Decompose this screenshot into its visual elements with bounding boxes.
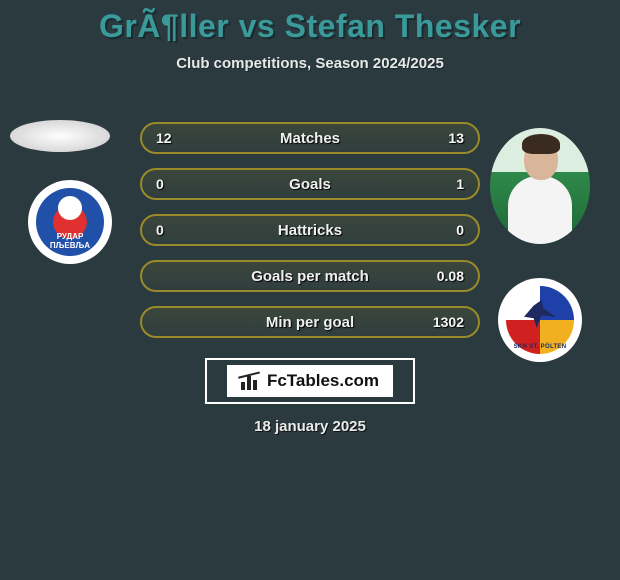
stat-label: Goals <box>142 176 478 193</box>
stat-row: Min per goal 1302 <box>140 306 480 338</box>
stat-label: Min per goal <box>142 314 478 331</box>
stat-label: Goals per match <box>142 268 478 285</box>
footer-date: 18 january 2025 <box>0 418 620 435</box>
barchart-icon <box>241 372 261 390</box>
club-left-label-bottom: ПЉЕВЉА <box>50 241 90 250</box>
stat-label: Hattricks <box>142 222 478 239</box>
club-right-label: SKN ST. PÖLTEN <box>506 344 574 350</box>
stat-row: 12 Matches 13 <box>140 122 480 154</box>
player-right-avatar <box>490 128 590 244</box>
club-left-badge: РУДАР ПЉЕВЉА <box>28 180 112 264</box>
fctables-label: FcTables.com <box>267 371 379 391</box>
stats-list: 12 Matches 13 0 Goals 1 0 Hattricks 0 Go… <box>140 122 480 352</box>
stat-row: 0 Hattricks 0 <box>140 214 480 246</box>
club-right-badge: SKN ST. PÖLTEN <box>498 278 582 362</box>
stat-row: Goals per match 0.08 <box>140 260 480 292</box>
page-subtitle: Club competitions, Season 2024/2025 <box>0 55 620 72</box>
fctables-badge: FcTables.com <box>205 358 415 404</box>
club-left-label-top: РУДАР <box>57 232 84 241</box>
stat-row: 0 Goals 1 <box>140 168 480 200</box>
player-left-avatar <box>10 120 110 152</box>
page-title: GrÃ¶ller vs Stefan Thesker <box>0 0 620 45</box>
stat-label: Matches <box>142 130 478 147</box>
